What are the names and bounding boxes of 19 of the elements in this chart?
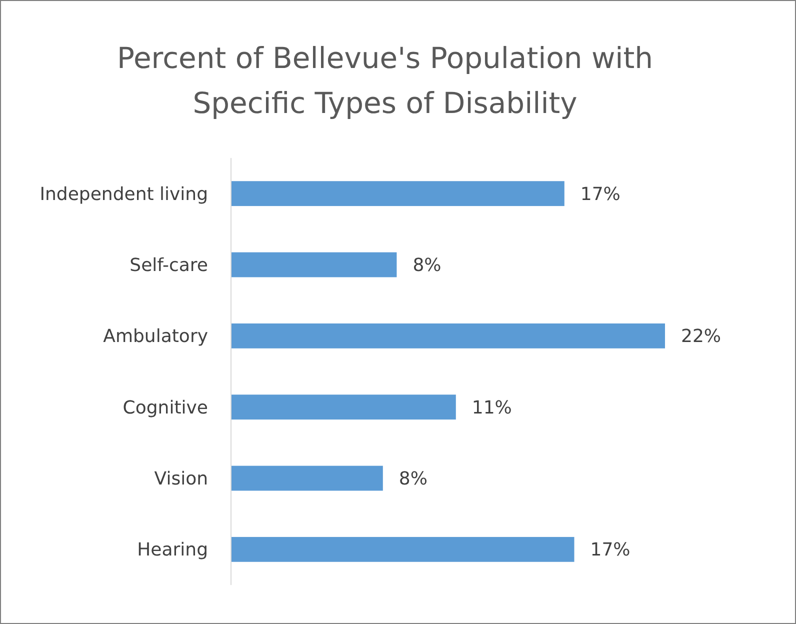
data-label: 22% [681, 326, 722, 348]
y-tick-label: Ambulatory [103, 326, 208, 348]
y-tick-label: Cognitive [122, 397, 208, 418]
y-tick-label: Self-care [130, 255, 208, 276]
y-tick-label: Hearing [137, 540, 208, 561]
bar [231, 394, 456, 420]
bar [231, 252, 397, 278]
bar [231, 323, 665, 348]
data-label: 11% [472, 397, 512, 418]
y-tick-label: Vision [154, 468, 208, 490]
data-label: 8% [412, 255, 442, 276]
y-tick-label: Independent living [40, 184, 208, 205]
data-label: 17% [590, 540, 630, 561]
chart-title: Percent of Bellevue's Population with Specific Types of Disability [117, 41, 653, 120]
bar [231, 181, 564, 206]
bar [231, 536, 574, 562]
bar [231, 466, 383, 491]
data-label: 8% [398, 468, 428, 490]
data-label: 17% [580, 184, 620, 205]
